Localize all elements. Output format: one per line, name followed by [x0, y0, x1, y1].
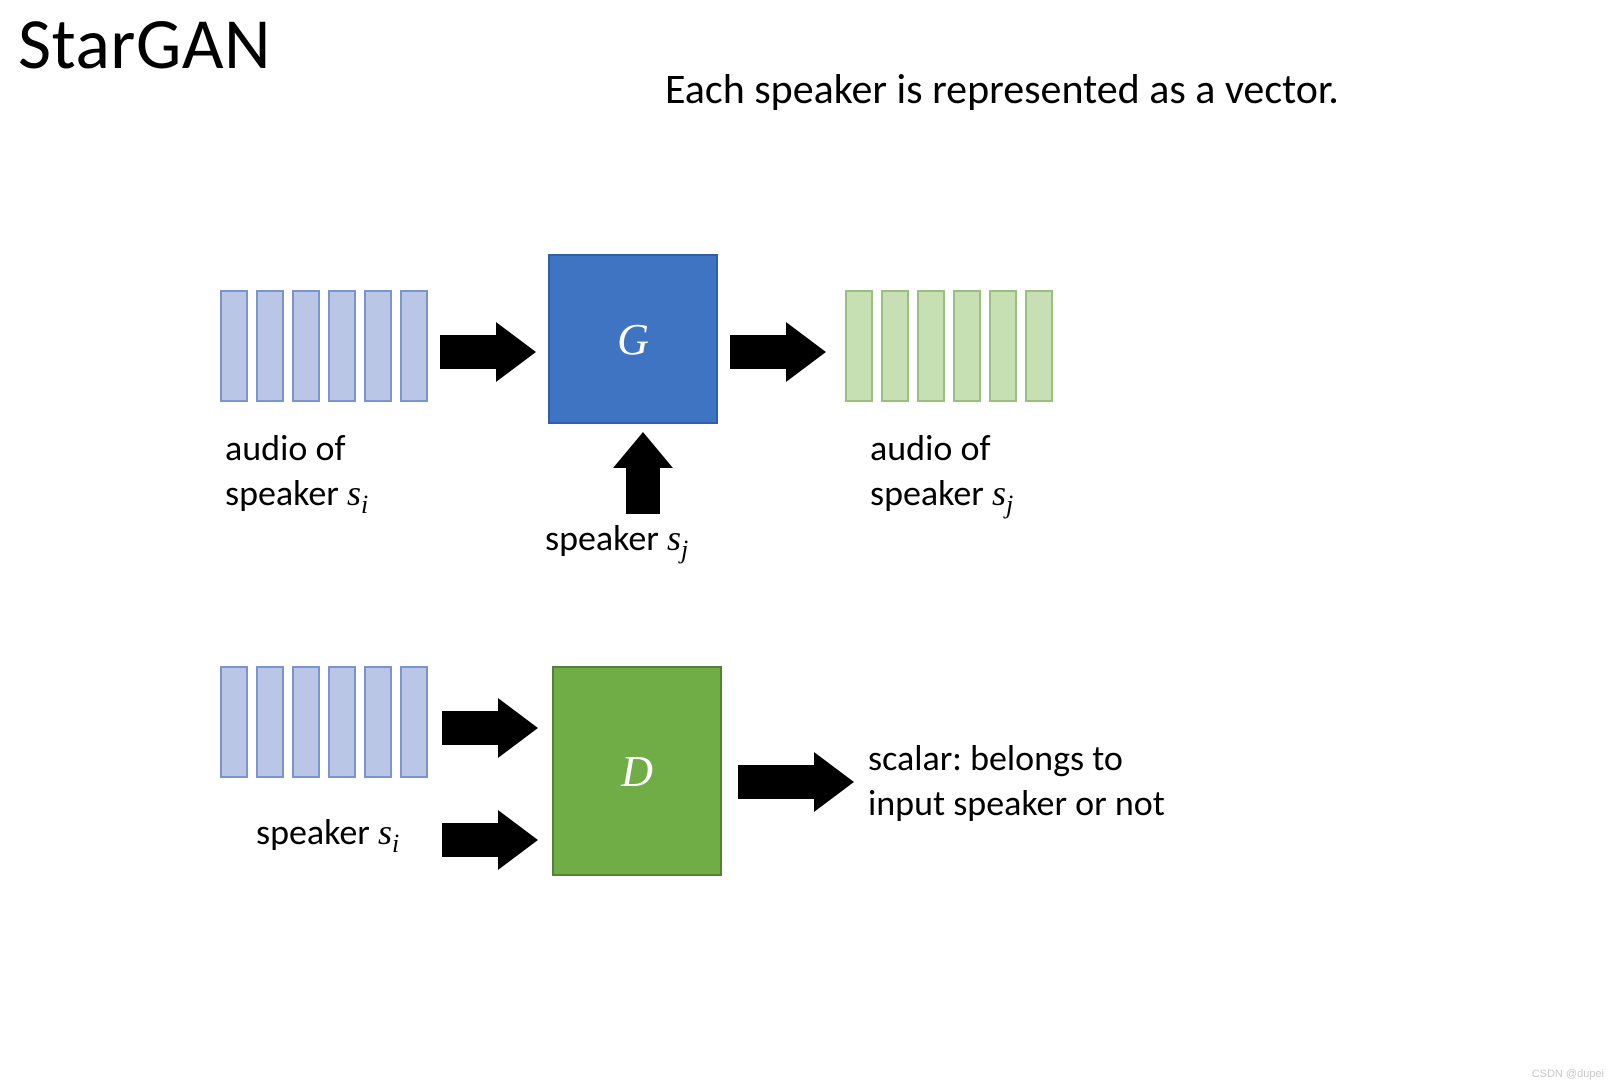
text: speaker — [256, 810, 378, 854]
arrow-right-icon — [738, 752, 854, 812]
discriminator-box: D — [552, 666, 722, 876]
text: speaker — [545, 516, 667, 560]
audio-bar — [1025, 290, 1053, 402]
watermark: CSDN @dupei — [1532, 1068, 1604, 1080]
text: audio of — [225, 426, 345, 470]
arrow-right-icon — [730, 322, 826, 382]
audio-bar — [989, 290, 1017, 402]
sub: i — [392, 829, 399, 858]
audio-bar — [917, 290, 945, 402]
arrow-up-icon — [613, 432, 673, 514]
text: input speaker or not — [868, 781, 1165, 825]
var: s — [378, 812, 392, 852]
arrow-right-icon — [440, 322, 536, 382]
subtitle-text: Each speaker is represented as a vector. — [665, 64, 1339, 115]
text: audio of — [870, 426, 990, 470]
audio-bar — [220, 290, 248, 402]
audio-bar — [364, 666, 392, 778]
audio-bar — [953, 290, 981, 402]
text: speaker — [870, 471, 992, 515]
g-input-bars — [220, 290, 428, 402]
arrow-right-icon — [442, 698, 538, 758]
g-cond-label: speaker sj — [545, 516, 688, 567]
audio-bar — [400, 290, 428, 402]
var: s — [992, 473, 1006, 513]
text: scalar: belongs to — [868, 736, 1123, 780]
audio-bar — [364, 290, 392, 402]
sub: j — [681, 535, 688, 564]
sub: i — [361, 490, 368, 519]
subtitle: Each speaker is represented as a vector. — [665, 64, 1339, 117]
d-cond-label: speaker si — [256, 810, 399, 861]
var: s — [347, 473, 361, 513]
audio-bar — [292, 290, 320, 402]
text: speaker — [225, 471, 347, 515]
g-output-label: audio of speaker sj — [870, 426, 1013, 522]
g-output-bars — [845, 290, 1053, 402]
d-output-label: scalar: belongs to input speaker or not — [868, 736, 1165, 826]
d-input-bars — [220, 666, 428, 778]
audio-bar — [292, 666, 320, 778]
audio-bar — [328, 666, 356, 778]
audio-bar — [328, 290, 356, 402]
audio-bar — [256, 290, 284, 402]
audio-bar — [220, 666, 248, 778]
var: s — [667, 518, 681, 558]
sub: j — [1006, 490, 1013, 519]
audio-bar — [256, 666, 284, 778]
audio-bar — [400, 666, 428, 778]
g-input-label: audio of speaker si — [225, 426, 368, 522]
audio-bar — [845, 290, 873, 402]
audio-bar — [881, 290, 909, 402]
page-title: StarGAN — [18, 0, 271, 88]
generator-box: G — [548, 254, 718, 424]
arrow-right-icon — [442, 810, 538, 870]
